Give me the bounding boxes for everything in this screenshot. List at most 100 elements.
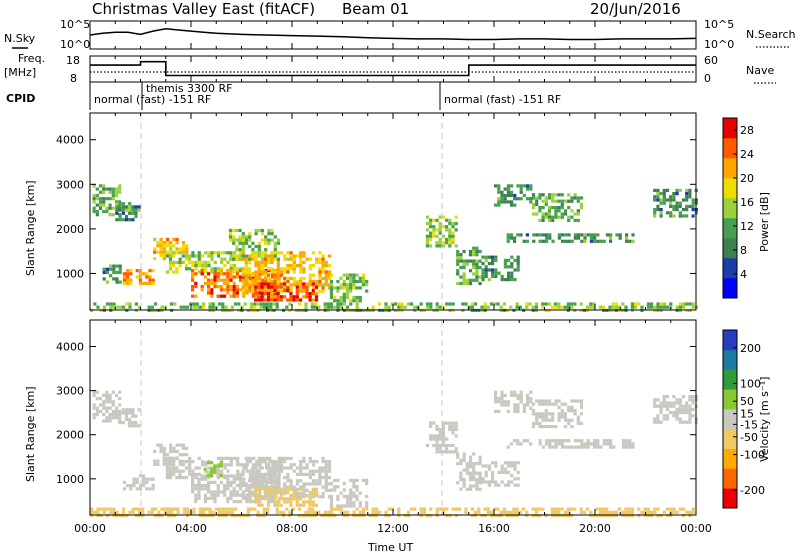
heatmap-cell (503, 467, 507, 471)
heatmap-cell (496, 302, 500, 306)
heatmap-cell (302, 482, 306, 486)
heatmap-cell (573, 409, 577, 413)
heatmap-cell (551, 239, 555, 243)
heatmap-cell (166, 507, 170, 511)
heatmap-cell (90, 510, 94, 514)
heatmap-cell (579, 399, 584, 403)
heatmap-cell (475, 265, 479, 270)
heatmap-cell (273, 241, 277, 245)
heatmap-cell (503, 265, 507, 269)
heatmap-cell (531, 507, 535, 511)
y-tick-label: 4000 (56, 340, 84, 353)
heatmap-cell (191, 254, 195, 258)
heatmap-cell (172, 469, 176, 473)
heatmap-cell (283, 485, 287, 489)
heatmap-cell (191, 490, 195, 494)
heatmap-cell (153, 459, 157, 463)
heatmap-cell (188, 460, 192, 464)
heatmap-cell (547, 209, 552, 213)
heatmap-cell (535, 399, 539, 403)
heatmap-cell (672, 198, 676, 202)
heatmap-cell (257, 500, 261, 504)
heatmap-cell (582, 510, 586, 514)
heatmap-cell (308, 280, 312, 284)
heatmap-cell (145, 281, 149, 285)
heatmap-cell (254, 497, 258, 501)
heatmap-cell (121, 205, 125, 209)
heatmap-cell (665, 404, 670, 408)
heatmap-cell (295, 280, 300, 284)
heatmap-cell (244, 238, 249, 242)
heatmap-cell (273, 285, 277, 289)
heatmap-cell (650, 302, 654, 306)
heatmap-cell (292, 494, 296, 498)
heatmap-cell (124, 408, 129, 412)
heatmap-cell (264, 238, 268, 242)
heatmap-cell (561, 233, 565, 237)
heatmap-cell (102, 209, 106, 214)
heatmap-cell (529, 397, 533, 401)
heatmap-cell (250, 305, 254, 309)
heatmap-cell (111, 193, 115, 198)
heatmap-cell (429, 424, 433, 428)
heatmap-cell (494, 255, 498, 259)
heatmap-cell (111, 416, 115, 420)
heatmap-cell (557, 302, 561, 306)
heatmap-cell (153, 247, 157, 251)
heatmap-cell (105, 400, 109, 404)
noise-panel: N.Sky 10^5 10^0 10^5 10^0 N.Search (4, 18, 796, 51)
heatmap-cell (223, 456, 227, 460)
heatmap-cell (226, 272, 230, 276)
heatmap-cell (441, 431, 445, 435)
heatmap-cell (659, 192, 663, 196)
heatmap-cell (547, 218, 552, 222)
heatmap-cell (132, 484, 136, 488)
heatmap-cell (299, 286, 303, 290)
heatmap-cell (228, 228, 233, 233)
heatmap-cell (541, 206, 545, 210)
heatmap-cell (646, 302, 650, 306)
heatmap-cell (283, 466, 287, 470)
heatmap-cell (184, 476, 189, 480)
heatmap-cell (516, 477, 520, 481)
heatmap-cell (487, 464, 491, 468)
heatmap-cell (254, 257, 258, 261)
heatmap-cell (672, 507, 676, 511)
heatmap-cell (286, 466, 290, 470)
heatmap-cell (257, 503, 261, 507)
heatmap-cell (371, 305, 375, 309)
heatmap-cell (557, 199, 561, 203)
heatmap-cell (318, 251, 322, 255)
heatmap-cell (292, 485, 296, 489)
heatmap-cell (538, 239, 542, 243)
heatmap-cell (289, 295, 293, 299)
heatmap-cell (254, 463, 258, 467)
heatmap-cell (413, 507, 417, 511)
nave-tick-low: 0 (704, 72, 711, 85)
heatmap-cell (503, 262, 507, 266)
heatmap-cell (547, 399, 552, 403)
heatmap-cell (456, 455, 460, 459)
heatmap-cell (497, 190, 501, 194)
heatmap-cell (178, 257, 182, 261)
heatmap-cell (560, 193, 564, 197)
heatmap-cell (628, 445, 632, 449)
heatmap-cell (109, 510, 113, 514)
heatmap-cell (669, 507, 673, 511)
heatmap-cell (352, 491, 356, 495)
heatmap-cell (535, 421, 539, 425)
heatmap-cell (691, 510, 695, 514)
heatmap-cell (605, 233, 609, 237)
heatmap-cell (665, 414, 670, 418)
heatmap-cell (531, 425, 536, 429)
heatmap-cell (311, 500, 315, 504)
heatmap-cell (538, 425, 542, 429)
heatmap-cell (230, 510, 234, 514)
heatmap-cell (216, 474, 220, 478)
heatmap-cell (672, 510, 676, 514)
heatmap-cell (270, 460, 274, 464)
heatmap-cell (493, 302, 497, 306)
heatmap-cell (570, 215, 574, 219)
heatmap-cell (272, 302, 276, 306)
heatmap-cell (454, 421, 458, 425)
